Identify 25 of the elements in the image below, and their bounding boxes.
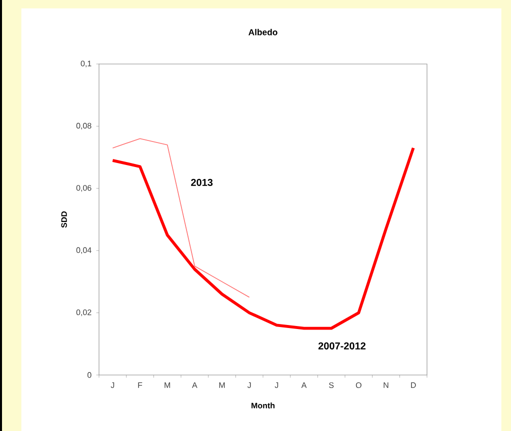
x-tick-label: J xyxy=(110,382,114,388)
series-label: 2013 xyxy=(191,178,213,186)
y-tick-label: 0,04 xyxy=(76,247,92,254)
line-series xyxy=(112,138,250,298)
y-axis-title: SDD xyxy=(61,211,67,228)
y-tick-label: 0,1 xyxy=(80,60,92,68)
x-tick-label: J xyxy=(274,382,278,388)
x-tick-label: F xyxy=(138,382,142,388)
x-tick-label: N xyxy=(384,382,388,388)
x-tick-label: S xyxy=(329,382,334,388)
series-label: 2007-2012 xyxy=(318,342,366,350)
y-tick-label: 0 xyxy=(87,372,92,378)
x-tick-label: A xyxy=(301,382,307,388)
x-tick-label: A xyxy=(192,382,198,388)
x-axis-title: Month xyxy=(252,402,274,408)
y-tick-label: 0,02 xyxy=(76,309,92,316)
x-tick-label: M xyxy=(219,382,225,388)
y-tick-label: 0,08 xyxy=(76,122,92,130)
x-tick-label: J xyxy=(247,382,251,388)
x-tick-label: M xyxy=(164,382,170,388)
chart-title: Albedo xyxy=(248,28,278,36)
x-tick-label: O xyxy=(356,382,362,388)
y-tick-label: 0,06 xyxy=(76,185,92,192)
line-series xyxy=(111,146,415,330)
x-tick-label: D xyxy=(411,382,416,388)
